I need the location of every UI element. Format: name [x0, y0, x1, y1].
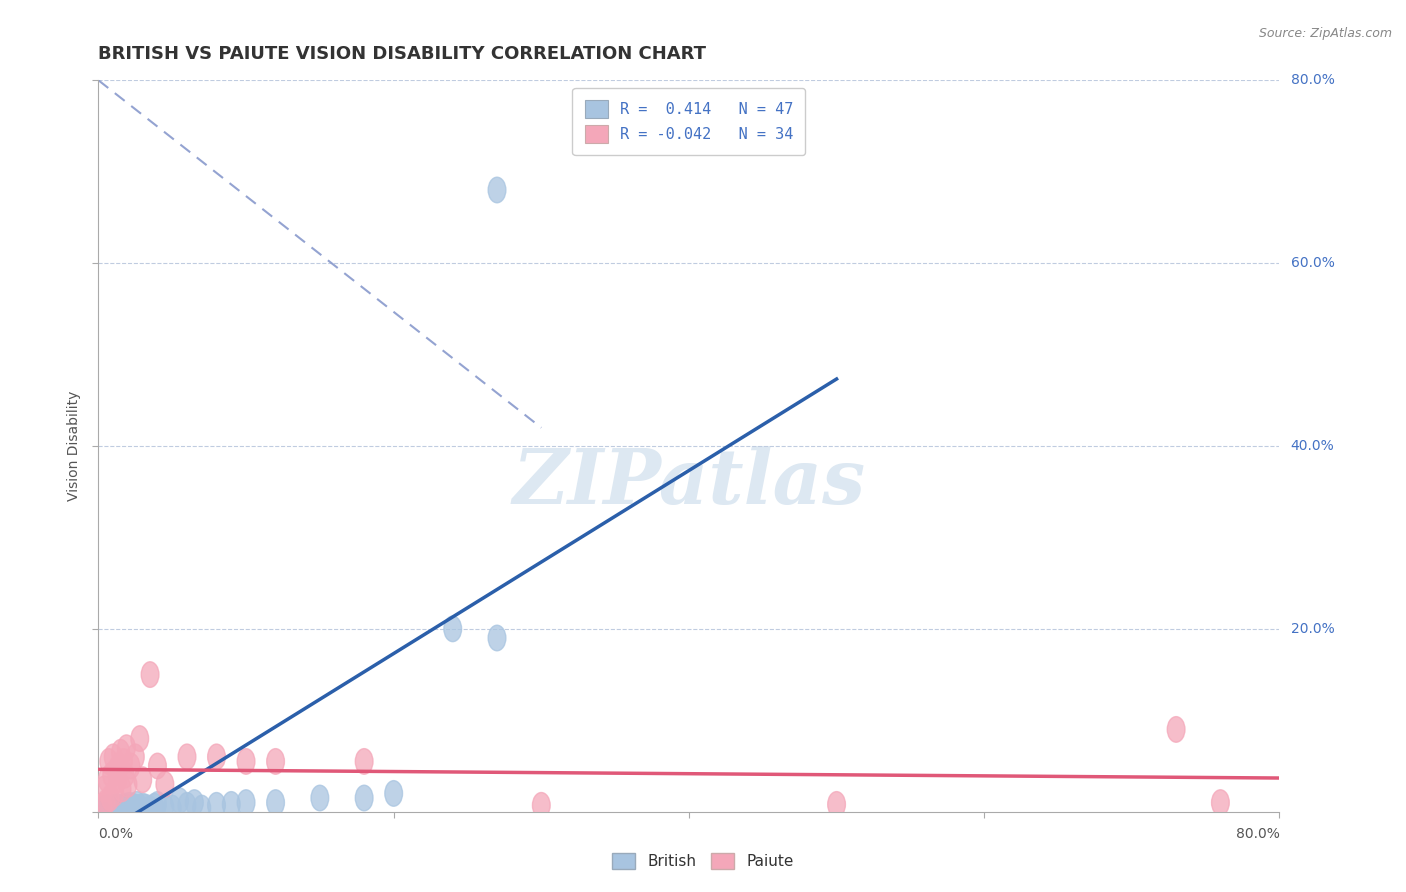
- Ellipse shape: [107, 795, 125, 820]
- Ellipse shape: [1212, 789, 1229, 815]
- Ellipse shape: [141, 797, 159, 822]
- Ellipse shape: [134, 794, 152, 819]
- Ellipse shape: [170, 788, 188, 814]
- Ellipse shape: [112, 776, 131, 802]
- Ellipse shape: [385, 780, 402, 806]
- Ellipse shape: [124, 794, 141, 819]
- Ellipse shape: [107, 758, 125, 783]
- Ellipse shape: [96, 776, 112, 802]
- Ellipse shape: [96, 797, 112, 822]
- Legend: British, Paiute: British, Paiute: [606, 847, 800, 875]
- Ellipse shape: [120, 772, 136, 797]
- Ellipse shape: [156, 772, 174, 797]
- Text: 20.0%: 20.0%: [1291, 622, 1334, 636]
- Ellipse shape: [131, 726, 149, 751]
- Ellipse shape: [104, 796, 122, 821]
- Ellipse shape: [222, 791, 240, 817]
- Ellipse shape: [112, 795, 131, 820]
- Ellipse shape: [1167, 716, 1185, 742]
- Ellipse shape: [94, 794, 111, 819]
- Text: 40.0%: 40.0%: [1291, 439, 1334, 453]
- Ellipse shape: [110, 796, 128, 821]
- Ellipse shape: [193, 796, 211, 821]
- Ellipse shape: [533, 792, 550, 818]
- Text: 80.0%: 80.0%: [1236, 828, 1279, 841]
- Ellipse shape: [267, 789, 284, 815]
- Ellipse shape: [105, 780, 124, 806]
- Ellipse shape: [125, 797, 143, 822]
- Ellipse shape: [141, 662, 159, 688]
- Ellipse shape: [134, 767, 152, 792]
- Ellipse shape: [828, 791, 845, 817]
- Ellipse shape: [488, 625, 506, 651]
- Ellipse shape: [115, 796, 132, 821]
- Ellipse shape: [127, 795, 145, 820]
- Ellipse shape: [488, 178, 506, 202]
- Text: 80.0%: 80.0%: [1291, 73, 1334, 87]
- Ellipse shape: [238, 748, 254, 774]
- Legend: R =  0.414   N = 47, R = -0.042   N = 34: R = 0.414 N = 47, R = -0.042 N = 34: [572, 88, 806, 155]
- Ellipse shape: [101, 785, 120, 811]
- Ellipse shape: [356, 748, 373, 774]
- Ellipse shape: [179, 792, 195, 818]
- Y-axis label: Vision Disability: Vision Disability: [67, 391, 82, 501]
- Ellipse shape: [101, 797, 120, 822]
- Ellipse shape: [100, 797, 118, 822]
- Ellipse shape: [111, 797, 129, 822]
- Ellipse shape: [98, 767, 117, 792]
- Ellipse shape: [208, 792, 225, 818]
- Ellipse shape: [163, 796, 181, 821]
- Ellipse shape: [97, 789, 115, 815]
- Ellipse shape: [311, 785, 329, 811]
- Ellipse shape: [110, 753, 128, 779]
- Ellipse shape: [122, 796, 139, 821]
- Ellipse shape: [356, 785, 373, 811]
- Ellipse shape: [111, 739, 129, 765]
- Ellipse shape: [146, 794, 163, 819]
- Ellipse shape: [105, 797, 124, 822]
- Ellipse shape: [120, 795, 136, 820]
- Text: 60.0%: 60.0%: [1291, 256, 1334, 270]
- Ellipse shape: [93, 797, 110, 822]
- Ellipse shape: [97, 797, 115, 822]
- Ellipse shape: [103, 763, 121, 788]
- Ellipse shape: [103, 798, 121, 823]
- Ellipse shape: [149, 753, 166, 779]
- Text: 0.0%: 0.0%: [98, 828, 134, 841]
- Ellipse shape: [108, 797, 127, 822]
- Ellipse shape: [94, 798, 111, 823]
- Ellipse shape: [444, 616, 461, 641]
- Ellipse shape: [149, 791, 166, 817]
- Ellipse shape: [108, 767, 127, 792]
- Ellipse shape: [117, 794, 134, 819]
- Ellipse shape: [136, 795, 155, 820]
- Text: ZIPatlas: ZIPatlas: [512, 446, 866, 519]
- Ellipse shape: [186, 789, 204, 815]
- Ellipse shape: [118, 797, 135, 822]
- Ellipse shape: [208, 744, 225, 770]
- Ellipse shape: [127, 744, 145, 770]
- Ellipse shape: [128, 791, 146, 817]
- Ellipse shape: [121, 792, 138, 818]
- Text: BRITISH VS PAIUTE VISION DISABILITY CORRELATION CHART: BRITISH VS PAIUTE VISION DISABILITY CORR…: [98, 45, 706, 62]
- Ellipse shape: [98, 796, 117, 821]
- Ellipse shape: [115, 748, 132, 774]
- Ellipse shape: [156, 795, 174, 820]
- Ellipse shape: [131, 796, 149, 821]
- Ellipse shape: [100, 748, 118, 774]
- Ellipse shape: [122, 753, 139, 779]
- Text: Source: ZipAtlas.com: Source: ZipAtlas.com: [1258, 27, 1392, 40]
- Ellipse shape: [118, 735, 135, 761]
- Ellipse shape: [104, 744, 122, 770]
- Ellipse shape: [238, 789, 254, 815]
- Ellipse shape: [267, 748, 284, 774]
- Ellipse shape: [179, 744, 195, 770]
- Ellipse shape: [117, 763, 134, 788]
